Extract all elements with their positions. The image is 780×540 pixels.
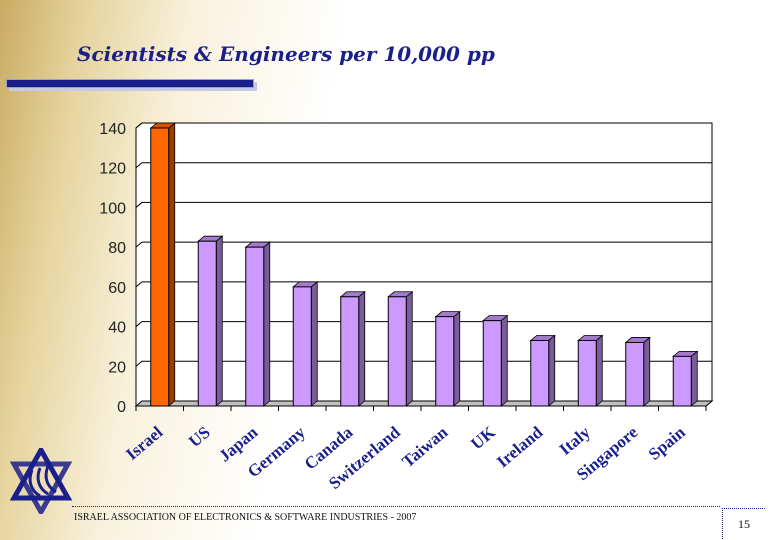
bar [150,127,170,407]
bar [387,296,407,407]
title-underline [6,79,254,88]
y-tick-label: 140 [99,121,126,138]
bar-side [595,334,603,407]
x-tick-label: US [185,423,214,452]
footer-divider [72,506,720,507]
bar [340,296,360,407]
gridline [135,360,712,367]
y-tick-label: 60 [108,280,126,297]
page-number: 15 [722,508,765,539]
bar [530,339,550,407]
y-tick-label: 80 [108,240,126,257]
bar-side [263,241,271,407]
x-tick-label: Israel [122,422,166,463]
gridline [135,321,712,327]
bar [197,240,217,407]
bar [625,341,645,407]
bar-side [453,310,461,407]
bar-side [405,290,413,407]
gridline [135,201,712,208]
gridline [135,162,712,169]
bar [245,246,265,407]
bar-side [643,336,651,407]
bar-side [358,290,366,407]
footer-text: ISRAEL ASSOCIATION OF ELECTRONICS & SOFT… [74,512,417,523]
x-tick-label: UK [467,422,499,453]
bar-side [690,350,698,407]
y-tick-label: 40 [108,320,126,337]
bar [292,286,312,407]
x-tick-label: Italy [556,422,595,459]
y-tick-label: 0 [117,399,126,416]
y-tick-label: 20 [108,359,126,376]
x-tick-label: Ireland [493,422,547,471]
bar-side [310,281,318,407]
x-tick-label: Spain [645,422,689,464]
slide-title: Scientists & Engineers per 10,000 pp [77,42,495,66]
association-logo-icon [10,448,72,514]
bar-side [500,314,508,407]
gridline [135,241,712,248]
gridline [135,281,712,288]
x-tick-label: Taiwan [398,422,451,471]
bar [577,339,597,407]
gridline [135,122,712,129]
y-tick-label: 120 [99,161,126,178]
y-tick-label: 100 [99,200,126,217]
bar [672,355,692,407]
bar-side [548,334,556,407]
bar [482,320,502,407]
bar-side [168,122,176,407]
bar-side [215,235,223,407]
bar [435,316,455,407]
